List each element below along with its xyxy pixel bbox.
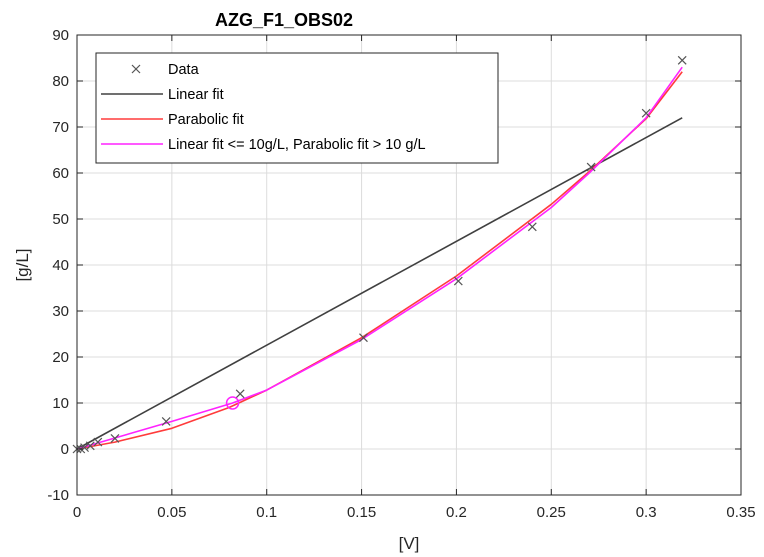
data-point <box>586 162 596 172</box>
x-tick-label: 0 <box>73 504 81 521</box>
y-tick-label: 0 <box>61 441 69 458</box>
legend: Data Linear fit Parabolic fit Linear fit <=… <box>95 52 499 164</box>
data-point-mark-b <box>93 437 103 447</box>
data-point-mark-b <box>85 441 95 451</box>
data-point-mark-b <box>641 108 651 118</box>
data-point-mark-b <box>453 276 463 286</box>
data-point-mark-b <box>80 443 90 453</box>
x-tick-label: 0.1 <box>256 504 277 521</box>
legend-label: Parabolic fit <box>168 112 244 128</box>
x-tick-label: 0.35 <box>726 504 755 521</box>
x-tick-label: 0.3 <box>636 504 657 521</box>
x-tick-label: 0.15 <box>347 504 376 521</box>
y-tick-label: -10 <box>47 487 69 504</box>
data-point <box>677 55 687 65</box>
legend-label: Linear fit <box>168 87 224 103</box>
data-point <box>641 108 651 118</box>
legend-label: Data <box>168 62 200 78</box>
chart-title: AZG_F1_OBS02 <box>215 10 353 30</box>
data-point-mark-b <box>527 222 537 232</box>
x-tick-label: 0.05 <box>157 504 186 521</box>
y-tick-label: 80 <box>52 73 69 90</box>
data-point-mark-b <box>161 416 171 426</box>
data-point <box>80 443 90 453</box>
data-point <box>110 433 120 443</box>
y-tick-label: 60 <box>52 165 69 182</box>
y-axis-label: [g/L] <box>13 248 32 281</box>
data-point-mark-b <box>677 55 687 65</box>
y-tick-label: 20 <box>52 349 69 366</box>
y-tick-label: 10 <box>52 395 69 412</box>
data-point-mark-b <box>110 433 120 443</box>
x-tick-label: 0.2 <box>446 504 467 521</box>
data-point <box>161 416 171 426</box>
data-point-mark-b <box>235 389 245 399</box>
y-tick-label: 90 <box>52 27 69 44</box>
data-point <box>93 437 103 447</box>
series-line-0 <box>76 117 683 450</box>
legend-marker-b <box>131 64 141 74</box>
series-layer <box>72 55 687 454</box>
axes: 0 0.05 0.1 0.15 0.2 0.25 0.3 0.35-1001020304050… <box>47 27 755 521</box>
data-point <box>453 276 463 286</box>
legend-label: Linear fit <= 10g/L, Parabolic fit > 10 … <box>168 137 426 153</box>
y-tick-label: 40 <box>52 257 69 274</box>
data-point <box>85 441 95 451</box>
x-tick-label: 0.25 <box>537 504 566 521</box>
x-axis-label: [V] <box>399 534 420 553</box>
data-point <box>235 389 245 399</box>
y-tick-label: 50 <box>52 211 69 228</box>
transition-point-marker <box>225 396 240 410</box>
data-point-mark-b <box>586 162 596 172</box>
data-point <box>527 222 537 232</box>
data-point-mark-b <box>359 333 368 343</box>
y-tick-label: 30 <box>52 303 69 320</box>
y-tick-label: 70 <box>52 119 69 136</box>
data-point <box>359 333 368 343</box>
